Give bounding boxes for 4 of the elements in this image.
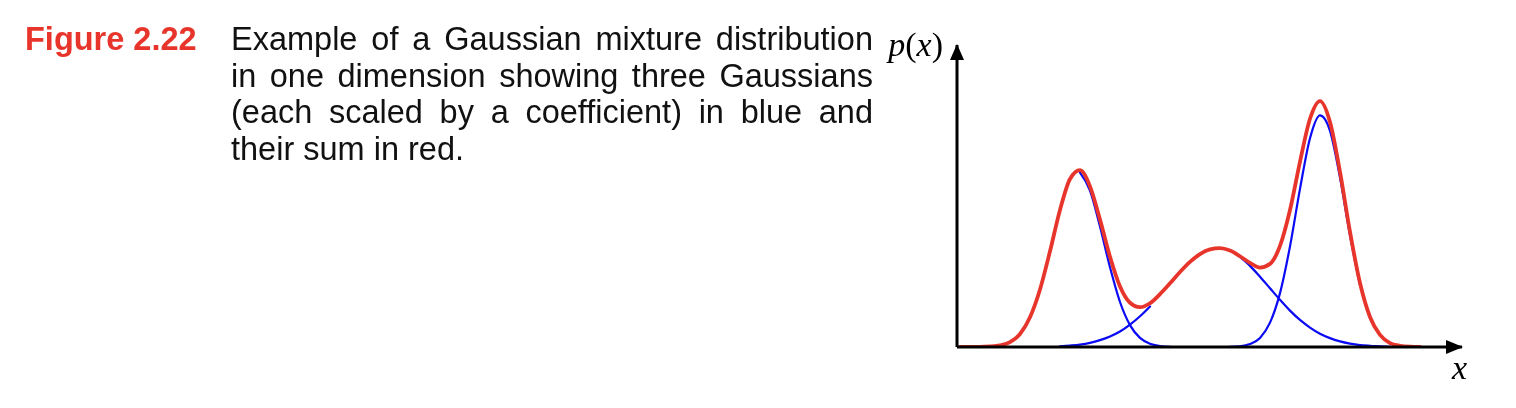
x-axis-title: x: [1452, 349, 1468, 386]
y-axis-title: p(x): [888, 26, 943, 63]
text: Figure 2.22: [25, 21, 197, 58]
text: Example of a Gaussian mixture distribution in one dimension showing three Gaussians (each scaled by a coefficient) in blue and their sum in red.: [231, 21, 873, 167]
